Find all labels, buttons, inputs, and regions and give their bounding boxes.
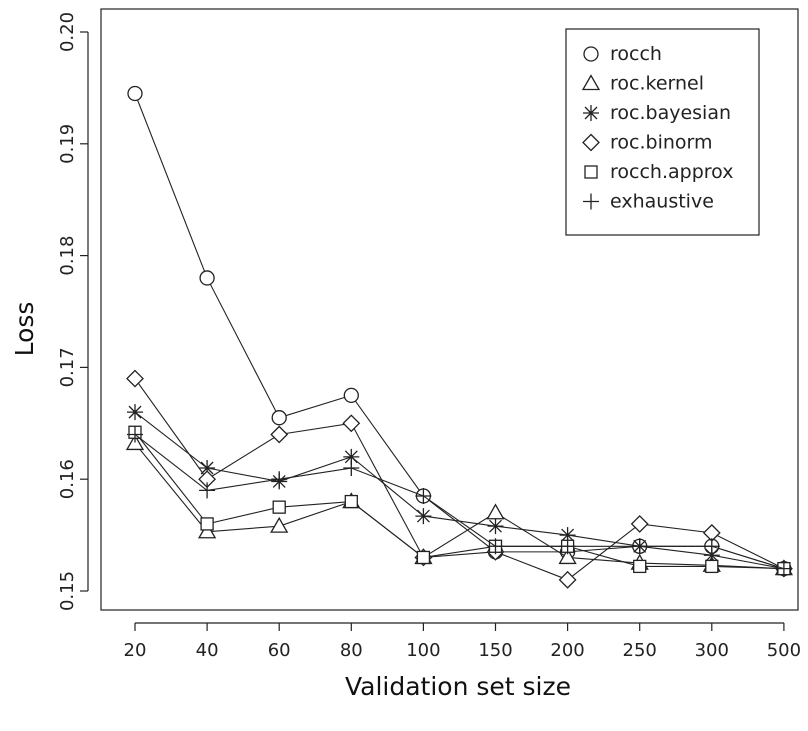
series-layer (125, 85, 794, 589)
legend-label: rocch.approx (610, 161, 733, 183)
data-point-square (344, 494, 358, 509)
x-tick-label: 200 (550, 640, 584, 661)
data-point-plus (415, 487, 432, 504)
x-axis-ticks: 20 40 60 80 100 150 200 250 300 500 (124, 623, 801, 661)
legend-label: exhaustive (610, 191, 714, 213)
x-tick-label: 100 (406, 640, 440, 661)
data-point-square (200, 517, 214, 531)
legend-marker-diamond (582, 133, 600, 152)
y-tick-label: 0.15 (57, 571, 78, 611)
x-tick-label: 20 (124, 640, 147, 661)
x-tick-label: 250 (623, 640, 657, 661)
data-point-plus (271, 471, 288, 488)
data-point-square (416, 550, 431, 565)
data-point-plus (703, 538, 720, 555)
data-point-circle (271, 410, 287, 426)
data-point-circle (343, 387, 359, 404)
y-tick-label: 0.18 (57, 236, 78, 276)
data-point-diamond (270, 425, 289, 444)
legend-label: rocch (610, 43, 662, 65)
x-tick-label: 80 (340, 640, 363, 661)
data-point-plus (487, 538, 504, 555)
data-point-asterisk (127, 404, 143, 421)
data-point-plus (775, 560, 792, 577)
data-point-plus (559, 538, 576, 555)
legend-item: roc.binorm (582, 132, 713, 154)
legend-label: roc.kernel (610, 73, 704, 95)
x-tick-label: 500 (767, 640, 801, 661)
legend-item: roc.kernel (581, 73, 704, 95)
data-point-plus (199, 482, 216, 499)
legend-label: roc.binorm (610, 132, 713, 154)
legend-marker-plus (583, 193, 599, 210)
plot-frame (100, 8, 799, 611)
data-point-square (633, 559, 647, 574)
x-tick-label: 300 (695, 640, 729, 661)
series-line (134, 378, 785, 581)
data-point-triangle (270, 516, 289, 533)
legend-marker-square (584, 165, 598, 179)
data-point-square (272, 500, 286, 514)
data-point-square (705, 559, 719, 574)
y-axis-ticks: 0.15 0.16 0.17 0.18 0.19 0.20 (57, 12, 88, 611)
data-point-asterisk (559, 527, 576, 544)
legend-item: rocch.approx (584, 161, 733, 183)
series-line (134, 434, 785, 570)
data-point-diamond (342, 414, 361, 433)
y-tick-label: 0.20 (57, 12, 78, 52)
data-point-asterisk (199, 460, 216, 477)
y-tick-label: 0.19 (57, 124, 78, 164)
data-point-asterisk (343, 448, 360, 465)
data-point-plus (343, 460, 360, 477)
data-point-diamond (630, 515, 649, 533)
data-point-asterisk (415, 508, 432, 525)
y-tick-label: 0.16 (57, 459, 78, 499)
x-tick-label: 60 (268, 640, 291, 661)
x-tick-label: 40 (196, 640, 219, 661)
data-point-circle (127, 85, 143, 102)
data-point-circle (199, 270, 215, 286)
data-point-diamond (126, 369, 144, 388)
legend-label: roc.bayesian (610, 102, 731, 124)
y-axis-title: Loss (10, 302, 39, 357)
series-line (134, 443, 784, 570)
data-point-diamond (558, 570, 577, 589)
legend-item: exhaustive (583, 191, 714, 213)
legend-box (565, 28, 760, 236)
legend-marker-triangle (581, 74, 601, 91)
data-point-triangle (197, 522, 217, 539)
legend-marker-circle (583, 46, 599, 62)
data-point-asterisk (703, 547, 720, 564)
series-exhaustive (127, 426, 792, 577)
data-point-plus (631, 538, 648, 555)
x-axis-title: Validation set size (345, 672, 571, 701)
legend-item: roc.bayesian (583, 102, 731, 124)
data-point-triangle (558, 548, 577, 565)
legend-marker-asterisk (583, 105, 599, 121)
legend-item: rocch (583, 43, 662, 65)
y-tick-label: 0.17 (57, 347, 78, 387)
series-line (134, 431, 784, 570)
data-point-plus (127, 426, 143, 443)
data-point-asterisk (487, 518, 504, 535)
legend: rocch roc.kernel roc.bayesian roc.binorm roc… (565, 28, 760, 236)
x-tick-label: 150 (478, 640, 512, 661)
